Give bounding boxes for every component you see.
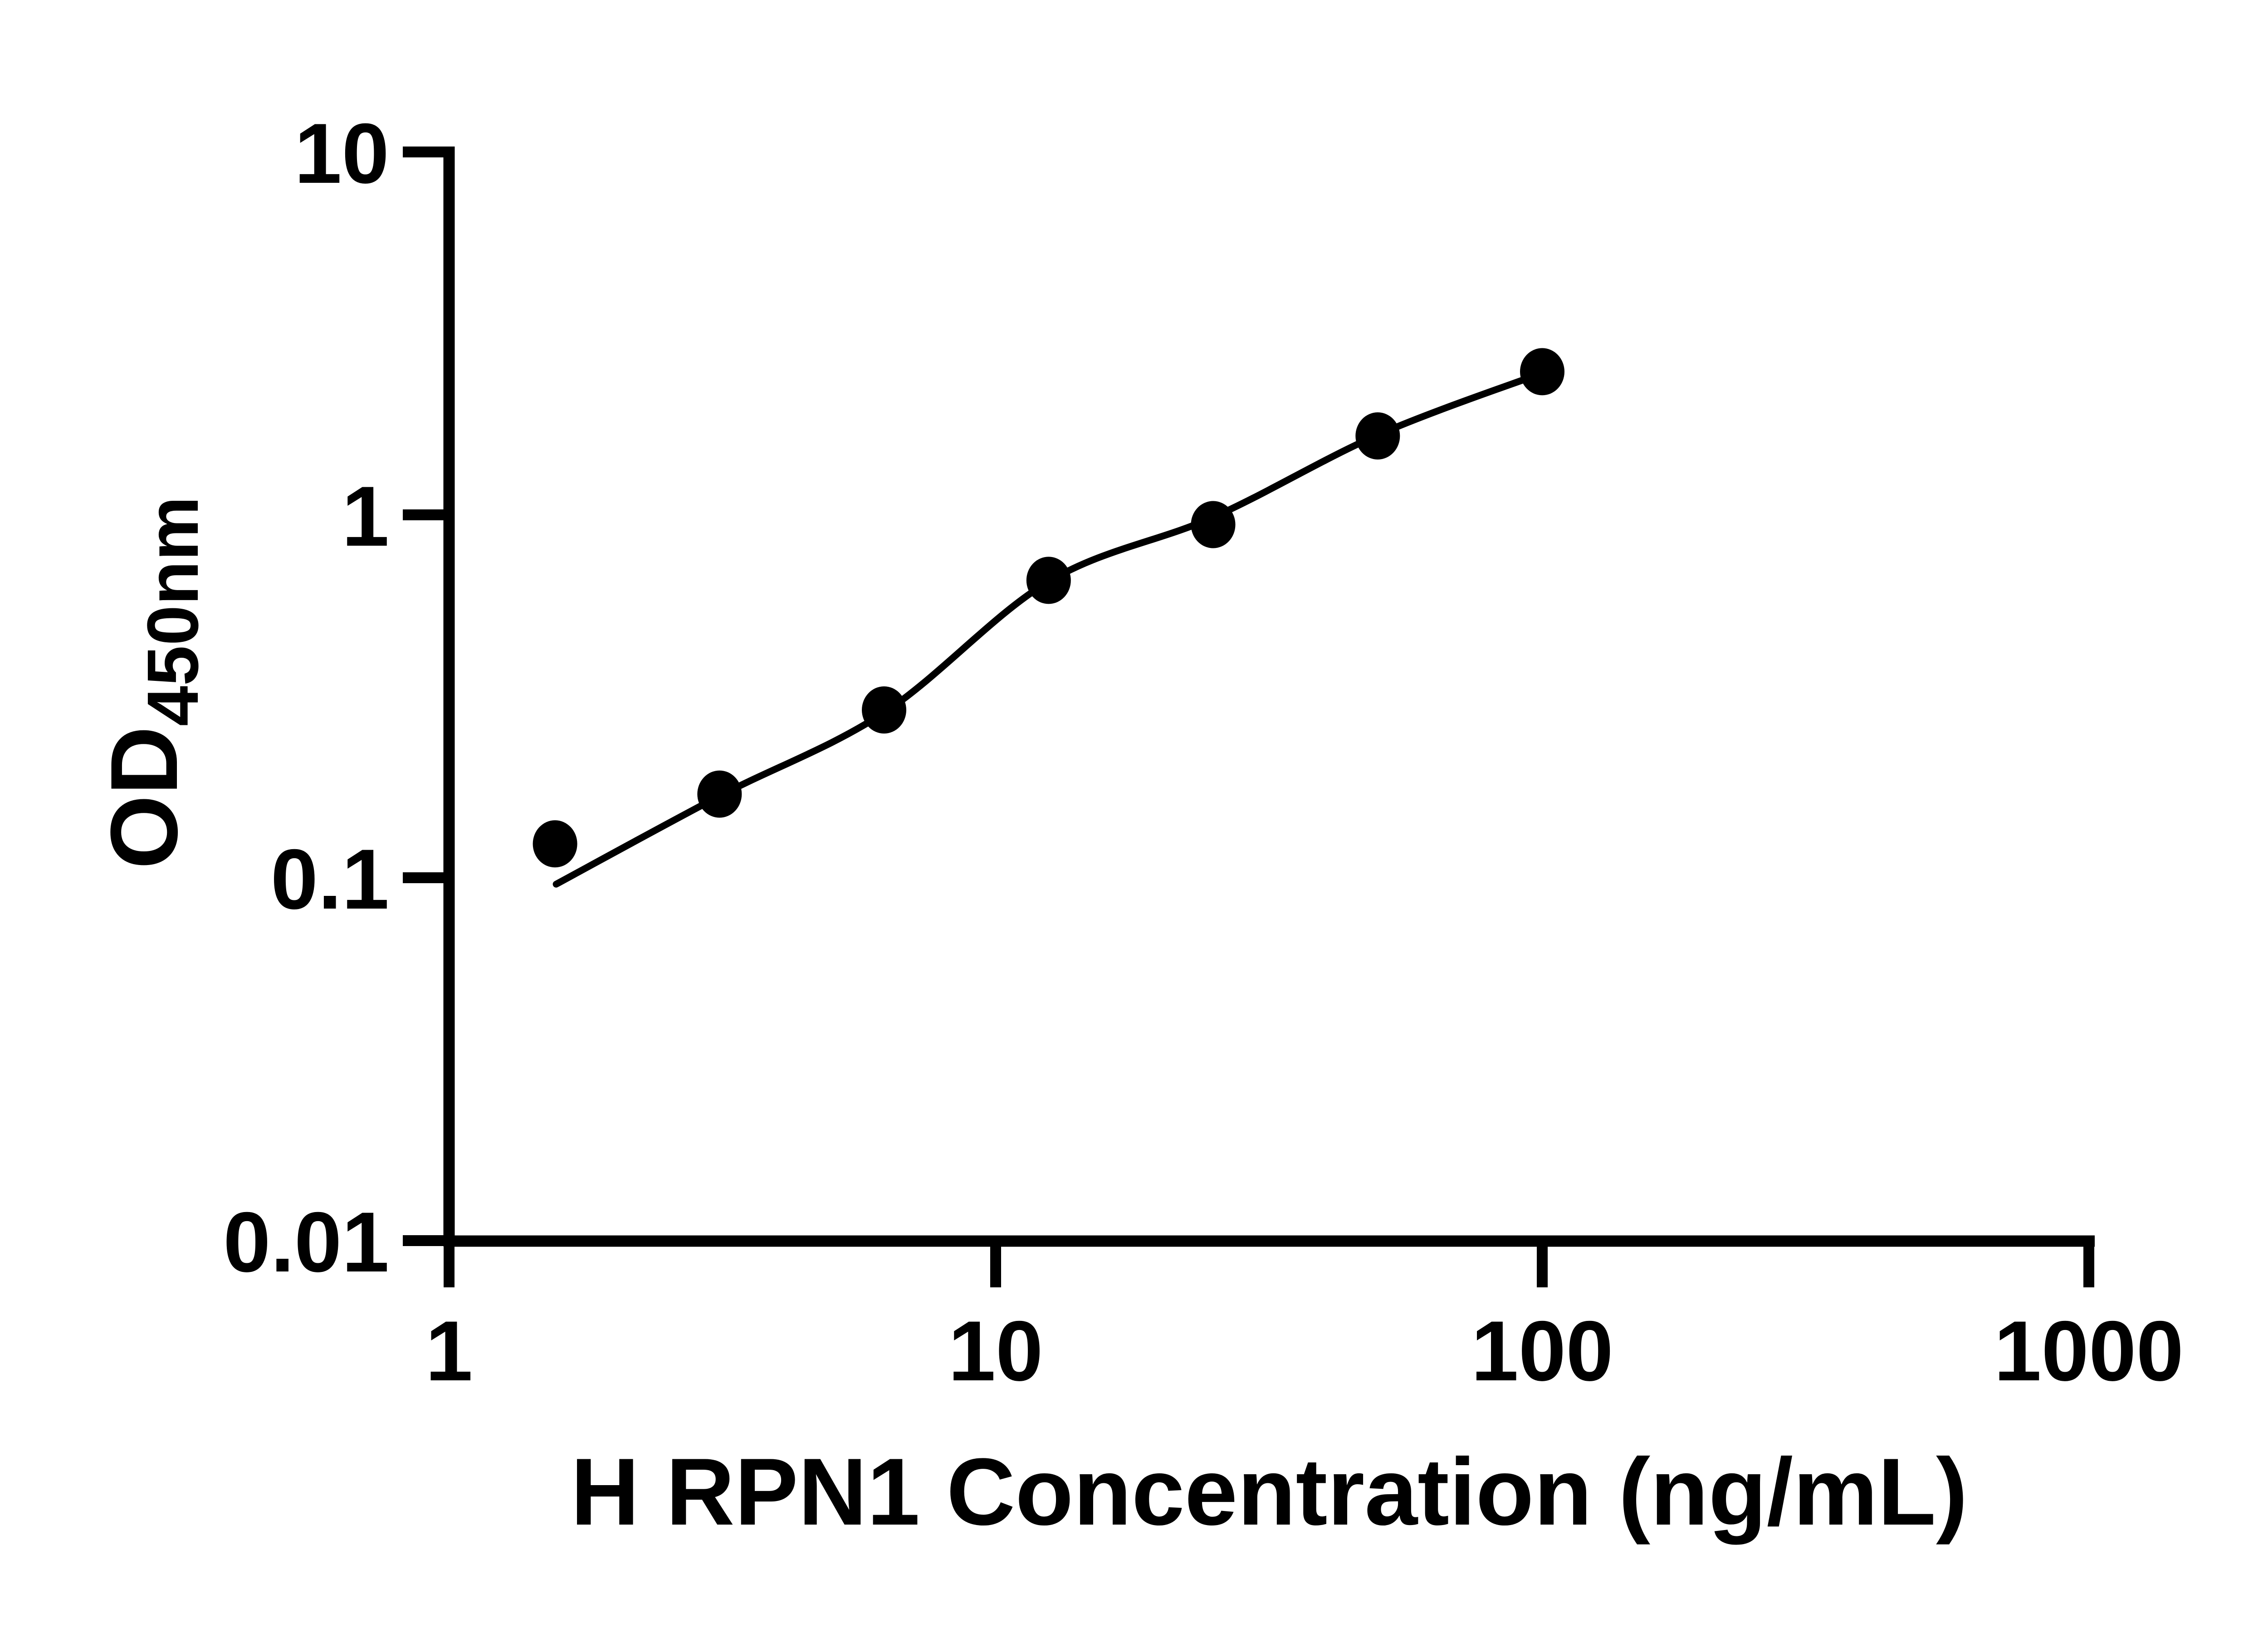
data-point-6 xyxy=(1520,348,1564,396)
x-tick-label-1000: 1000 xyxy=(1994,1303,2184,1398)
data-point-4 xyxy=(1191,501,1236,548)
y-tick-label-0.01: 0.01 xyxy=(223,1194,389,1290)
data-point-0 xyxy=(533,820,577,868)
x-tick-label-10: 10 xyxy=(948,1303,1043,1398)
y-axis-title: OD450nm xyxy=(91,496,213,869)
y-tick-label-1: 1 xyxy=(342,469,389,564)
y-tick-label-10: 10 xyxy=(294,106,389,201)
x-axis-title: H RPN1 Concentration (ng/mL) xyxy=(571,1438,1968,1545)
y-tick-label-0.1: 0.1 xyxy=(271,831,389,927)
data-point-2 xyxy=(862,686,906,734)
data-point-1 xyxy=(697,770,742,818)
x-tick-label-1: 1 xyxy=(425,1303,473,1398)
data-point-3 xyxy=(1026,557,1071,604)
x-tick-label-100: 100 xyxy=(1471,1303,1613,1398)
y-axis-title-main: OD xyxy=(91,726,197,869)
data-point-5 xyxy=(1355,412,1400,460)
y-axis-title-subscript: 450nm xyxy=(132,496,213,726)
